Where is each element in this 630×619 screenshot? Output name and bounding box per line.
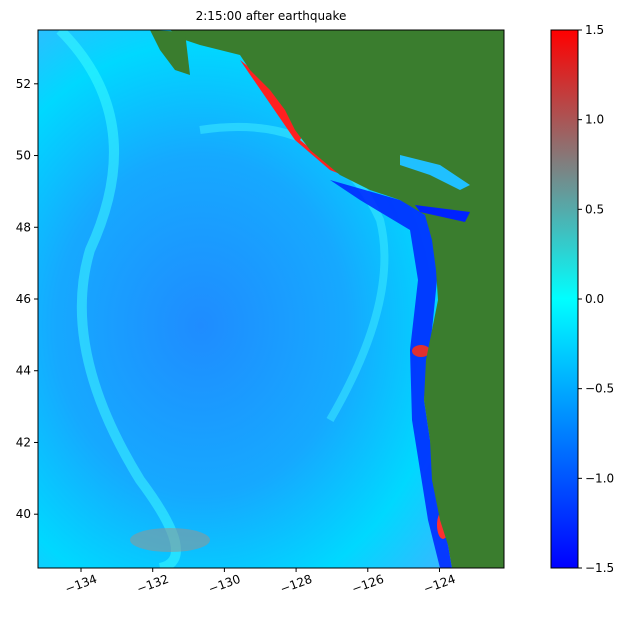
island bbox=[150, 30, 190, 75]
coastal-trough bbox=[330, 180, 452, 568]
coastal-crest bbox=[412, 345, 430, 357]
x-tick-label: −126 bbox=[350, 572, 386, 596]
strait bbox=[415, 205, 470, 222]
colorbar-tick-label: 1.0 bbox=[585, 113, 604, 127]
x-tick-label: −124 bbox=[422, 572, 458, 596]
y-tick-label: 52 bbox=[16, 77, 31, 91]
y-tick-label: 48 bbox=[16, 220, 31, 234]
x-tick-label: −132 bbox=[135, 572, 171, 596]
colorbar-tick-label: 0.0 bbox=[585, 292, 604, 306]
colorbar-tick-label: −1.0 bbox=[585, 471, 614, 485]
colorbar-tick-label: −0.5 bbox=[585, 382, 614, 396]
y-tick-label: 46 bbox=[16, 292, 31, 306]
wave-front bbox=[199, 123, 389, 423]
y-tick-label: 40 bbox=[16, 507, 31, 521]
wave-crest bbox=[130, 528, 210, 552]
x-tick-label: −128 bbox=[278, 572, 314, 596]
x-tick-label: −130 bbox=[207, 572, 243, 596]
y-tick-label: 44 bbox=[16, 364, 31, 378]
y-tick-label: 50 bbox=[16, 149, 31, 163]
x-tick-label: −134 bbox=[63, 572, 99, 596]
colorbar-tick-label: −1.5 bbox=[585, 561, 614, 575]
inland-water bbox=[400, 155, 470, 190]
map bbox=[38, 30, 504, 568]
colorbar-tick-label: 1.5 bbox=[585, 23, 604, 37]
y-tick-label: 42 bbox=[16, 435, 31, 449]
colorbar-tick-label: 0.5 bbox=[585, 202, 604, 216]
chart-title: 2:15:00 after earthquake bbox=[196, 9, 347, 23]
colorbar bbox=[550, 29, 579, 569]
